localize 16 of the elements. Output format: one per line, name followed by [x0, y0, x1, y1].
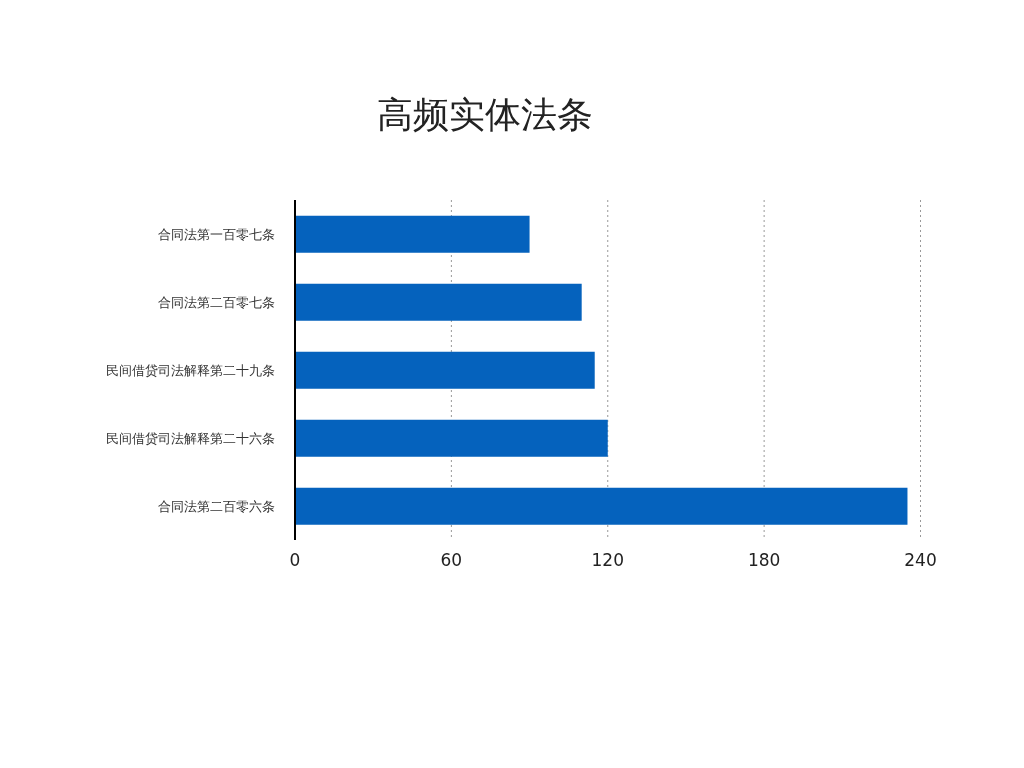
- x-tick-label: 240: [904, 550, 937, 571]
- x-tick-label: 180: [747, 550, 781, 571]
- y-tick-label: 民间借贷司法解释第二十九条: [106, 362, 275, 378]
- x-tick-label: 60: [440, 550, 463, 571]
- bar: [295, 419, 608, 457]
- y-tick-label: 合同法第一百零七条: [158, 226, 275, 242]
- bar: [295, 487, 908, 525]
- bar: [295, 215, 530, 253]
- y-tick-label: 民间借贷司法解释第二十六条: [106, 430, 275, 446]
- bar: [295, 351, 595, 389]
- x-tick-label: 0: [289, 550, 301, 571]
- y-tick-label: 合同法第二百零六条: [158, 498, 275, 514]
- x-tick-label: 120: [591, 550, 624, 571]
- bar: [295, 283, 582, 321]
- y-tick-label: 合同法第二百零七条: [158, 294, 275, 310]
- chart-title: 高频实体法条: [376, 93, 594, 137]
